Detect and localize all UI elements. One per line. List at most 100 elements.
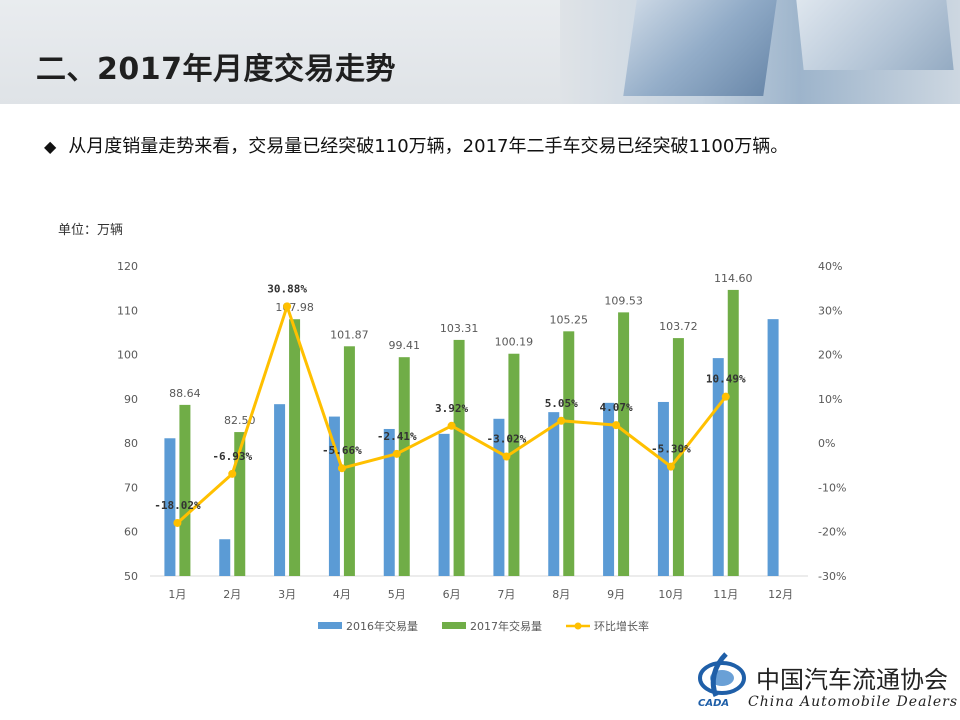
x-tick-label: 5月 — [388, 588, 406, 601]
y-left-tick-label: 80 — [124, 437, 138, 450]
growth-rate-label: 10.49% — [706, 373, 746, 386]
y-left-tick-label: 120 — [117, 260, 138, 273]
growth-rate-label: -2.41% — [377, 430, 417, 443]
x-tick-label: 12月 — [768, 588, 793, 601]
bar-2017-value-label: 103.72 — [659, 320, 698, 333]
bar-2017 — [179, 404, 191, 576]
bar-2017-value-label: 100.19 — [495, 336, 534, 349]
bar-2016 — [493, 418, 505, 576]
y-right-tick-label: 40% — [818, 260, 842, 273]
legend-2017-label: 2017年交易量 — [470, 619, 542, 633]
legend-growth-label: 环比增长率 — [594, 619, 649, 633]
growth-rate-point — [283, 302, 292, 311]
x-tick-label: 2月 — [223, 588, 241, 601]
bar-2016 — [274, 404, 286, 576]
bar-2016 — [164, 438, 176, 576]
bar-2017 — [727, 289, 739, 576]
bar-2017 — [234, 432, 246, 576]
x-tick-label: 6月 — [443, 588, 461, 601]
bar-2017-value-label: 103.31 — [440, 322, 479, 335]
bar-2016 — [548, 412, 560, 576]
growth-rate-point — [557, 416, 566, 425]
cada-logo: CADA 中国汽车流通协会 China Automobile Dealers — [692, 652, 957, 714]
bar-2017 — [289, 319, 301, 576]
bar-2017-value-label: 107.98 — [275, 301, 314, 314]
bar-2016 — [712, 358, 724, 576]
growth-rate-label: -3.02% — [487, 433, 527, 446]
y-right-tick-label: -10% — [818, 481, 846, 494]
bar-2016 — [328, 416, 340, 576]
growth-rate-label: -6.93% — [212, 450, 252, 463]
diamond-bullet-icon: ◆ — [44, 137, 57, 156]
y-right-tick-label: -30% — [818, 570, 846, 583]
bar-2017-value-label: 109.53 — [604, 294, 643, 307]
y-left-tick-label: 90 — [124, 393, 138, 406]
y-right-tick-label: -20% — [818, 526, 846, 539]
y-left-tick-label: 70 — [124, 481, 138, 494]
bullet-text: 从月度销量走势来看，交易量已经突破110万辆，2017年二手车交易已经突破110… — [68, 136, 789, 157]
growth-rate-point — [173, 518, 182, 527]
growth-rate-label: 4.07% — [600, 401, 633, 414]
logo-abbr: CADA — [698, 698, 730, 709]
growth-rate-label: -5.66% — [322, 444, 362, 457]
growth-rate-label: -5.30% — [651, 443, 691, 456]
y-left-tick-label: 100 — [117, 349, 138, 362]
bar-2016 — [767, 319, 779, 576]
legend-2017-swatch — [442, 622, 466, 629]
growth-rate-label: 5.05% — [545, 397, 578, 410]
logo-name-en: China Automobile Dealers — [748, 694, 959, 710]
bar-2016 — [603, 402, 615, 576]
growth-rate-point — [721, 392, 730, 401]
bar-2017-value-label: 88.64 — [169, 387, 201, 400]
header-banner — [0, 0, 960, 104]
bar-2017 — [343, 346, 355, 576]
x-tick-label: 9月 — [607, 588, 625, 601]
bar-2016 — [438, 433, 450, 576]
bar-2017 — [508, 353, 520, 576]
logo-name-cn: 中国汽车流通协会 — [756, 666, 948, 694]
growth-rate-point — [502, 452, 511, 461]
legend-2016-label: 2016年交易量 — [346, 619, 418, 633]
bar-2017-value-label: 105.25 — [550, 313, 589, 326]
bar-2016 — [657, 401, 669, 576]
growth-rate-point — [337, 464, 346, 473]
page-title: 二、2017年月度交易走势 — [36, 52, 396, 87]
y-left-tick-label: 110 — [117, 304, 138, 317]
bar-2017-value-label: 99.41 — [389, 339, 421, 352]
y-right-tick-label: 10% — [818, 393, 842, 406]
x-tick-label: 7月 — [497, 588, 515, 601]
unit-label: 单位：万辆 — [58, 223, 124, 238]
x-tick-label: 11月 — [713, 588, 738, 601]
growth-rate-point — [612, 421, 621, 430]
bar-2016 — [219, 539, 231, 576]
bar-2017 — [618, 312, 630, 576]
legend-2016-swatch — [318, 622, 342, 629]
bar-2017 — [398, 357, 410, 576]
growth-rate-label: 30.88% — [267, 282, 307, 295]
x-tick-label: 4月 — [333, 588, 351, 601]
legend-growth-marker — [574, 622, 582, 630]
x-tick-label: 10月 — [658, 588, 683, 601]
y-left-tick-label: 50 — [124, 570, 138, 583]
growth-rate-point — [392, 449, 401, 458]
y-right-tick-label: 0% — [818, 437, 835, 450]
y-right-tick-label: 30% — [818, 304, 842, 317]
bullet-point: ◆ 从月度销量走势来看，交易量已经突破110万辆，2017年二手车交易已经突破11… — [44, 132, 788, 158]
x-tick-label: 8月 — [552, 588, 570, 601]
growth-rate-point — [666, 462, 675, 471]
y-left-tick-label: 60 — [124, 526, 138, 539]
bar-2017 — [563, 331, 575, 576]
bar-2017 — [453, 339, 465, 576]
growth-rate-point — [447, 421, 456, 430]
growth-rate-point — [228, 469, 237, 478]
growth-rate-label: 3.92% — [435, 402, 468, 415]
bar-2017-value-label: 101.87 — [330, 328, 369, 341]
growth-rate-label: -18.02% — [154, 499, 201, 512]
cada-logo-icon — [698, 652, 746, 697]
bar-2016 — [383, 428, 395, 576]
x-tick-label: 3月 — [278, 588, 296, 601]
y-right-tick-label: 20% — [818, 349, 842, 362]
bar-2017-value-label: 114.60 — [714, 272, 753, 285]
x-tick-label: 1月 — [168, 588, 186, 601]
